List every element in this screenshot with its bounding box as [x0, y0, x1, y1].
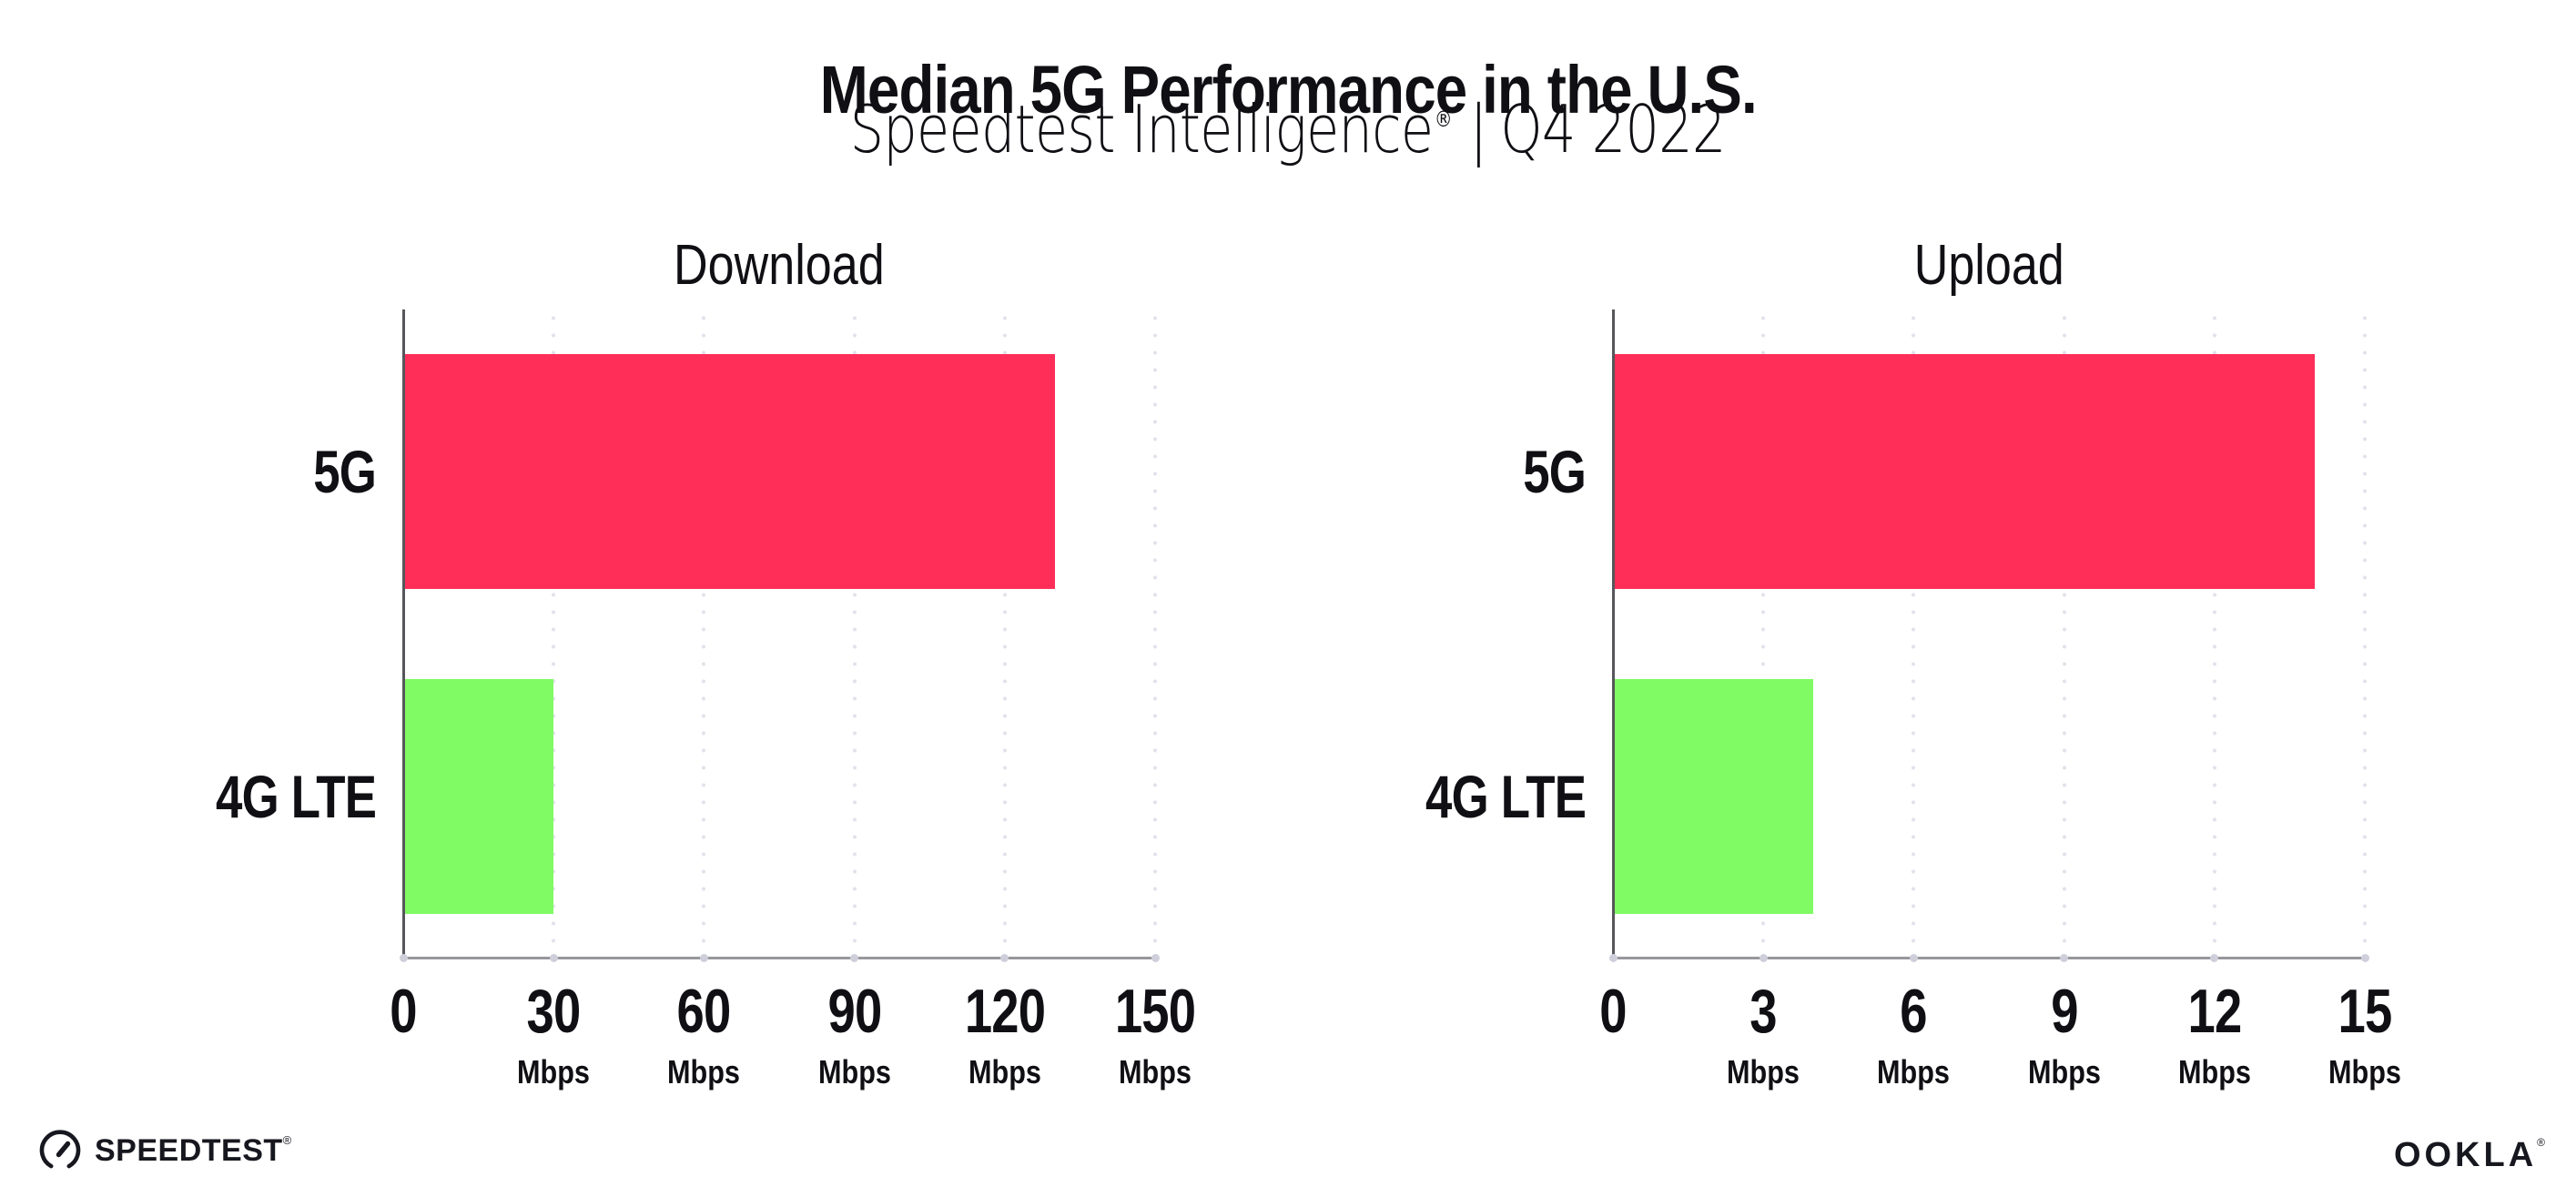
- registered-mark-icon: ®: [1435, 107, 1453, 132]
- gridline: [2062, 309, 2066, 959]
- x-tick-value: 6: [1900, 977, 1928, 1046]
- x-tick-value: 0: [390, 977, 417, 1046]
- x-tick-label: 60 Mbps: [661, 980, 746, 1091]
- x-tick-value: 150: [1114, 977, 1196, 1046]
- x-tick-unit: Mbps: [817, 1053, 891, 1090]
- subtitle-separator: |: [1469, 91, 1488, 167]
- x-tick-label: 30 Mbps: [511, 980, 596, 1091]
- upload-chart-plot: [1608, 309, 2369, 962]
- x-tick-value: 90: [827, 977, 882, 1046]
- subtitle-brand: Speedtest Intelligence: [849, 91, 1434, 167]
- gridline: [1761, 309, 1766, 959]
- x-tick-unit: Mbps: [667, 1053, 741, 1090]
- upload-chart-title: Upload: [1913, 234, 2064, 297]
- x-axis-line: [402, 957, 1158, 959]
- speedtest-gauge-icon: [38, 1129, 82, 1172]
- speedtest-wordmark: SPEEDTEST: [95, 1132, 283, 1168]
- y-axis-line: [402, 309, 405, 959]
- x-axis-line: [1612, 957, 2368, 959]
- x-tick-label: 12 Mbps: [2172, 980, 2257, 1091]
- x-tick-unit: Mbps: [1727, 1053, 1800, 1090]
- ookla-logo: OOKLA®: [2394, 1136, 2545, 1175]
- bar-4g-lte: [403, 678, 554, 914]
- gridline: [552, 309, 556, 959]
- axis-tick-dot: [2360, 954, 2369, 962]
- category-label-4g-lte: 4G LTE: [1425, 762, 1587, 830]
- x-tick-label: 9 Mbps: [2022, 980, 2107, 1091]
- axis-tick-dot: [850, 954, 859, 962]
- x-tick-label: 0: [1597, 980, 1630, 1042]
- x-tick-unit: Mbps: [1119, 1053, 1192, 1090]
- bar-5g: [403, 354, 1055, 590]
- x-tick-value: 15: [2338, 977, 2393, 1046]
- download-chart-plot: [399, 309, 1160, 962]
- axis-tick-dot: [399, 954, 408, 962]
- category-label-5g: 5G: [313, 438, 377, 506]
- x-tick-unit: Mbps: [2177, 1053, 2251, 1090]
- speedtest-logo: SPEEDTEST®: [38, 1129, 292, 1172]
- gridline: [852, 309, 857, 959]
- axis-tick-dot: [1608, 954, 1618, 962]
- axis-tick-dot: [2060, 954, 2069, 962]
- x-tick-label: 150 Mbps: [1105, 980, 1205, 1091]
- x-tick-value: 30: [526, 977, 582, 1046]
- x-tick-unit: Mbps: [1877, 1053, 1951, 1090]
- x-tick-value: 0: [1599, 977, 1627, 1046]
- axis-tick-dot: [2210, 954, 2219, 962]
- gridline: [2212, 309, 2216, 959]
- gridline: [702, 309, 706, 959]
- page-title-text: Median 5G Performance in the U.S.: [819, 51, 1757, 127]
- gridline: [1912, 309, 1916, 959]
- download-chart-title: Download: [674, 234, 885, 297]
- x-tick-value: 12: [2187, 977, 2242, 1046]
- x-tick-value: 120: [964, 977, 1046, 1046]
- x-tick-label: 0: [387, 980, 421, 1042]
- subtitle-period: Q4 2022: [1500, 91, 1727, 167]
- speedtest-registered-icon: ®: [282, 1132, 292, 1147]
- gridline: [1002, 309, 1007, 959]
- gridline: [1153, 309, 1157, 959]
- ookla-wordmark: OOKLA: [2393, 1136, 2538, 1174]
- category-label-5g: 5G: [1523, 438, 1587, 506]
- page-subtitle: Speedtest Intelligence® | Q4 2022: [0, 87, 2576, 173]
- x-tick-value: 9: [2050, 977, 2078, 1046]
- x-tick-unit: Mbps: [517, 1053, 591, 1090]
- x-tick-label: 6 Mbps: [1871, 980, 1956, 1091]
- x-tick-value: 60: [676, 977, 732, 1046]
- axis-tick-dot: [1759, 954, 1768, 962]
- axis-tick-dot: [1909, 954, 1918, 962]
- axis-tick-dot: [1151, 954, 1160, 962]
- ookla-registered-icon: ®: [2537, 1136, 2545, 1149]
- x-tick-unit: Mbps: [2328, 1053, 2401, 1090]
- x-tick-label: 3 Mbps: [1720, 980, 1806, 1091]
- x-tick-label: 90 Mbps: [812, 980, 898, 1091]
- y-axis-line: [1612, 309, 1615, 959]
- x-tick-unit: Mbps: [968, 1053, 1041, 1090]
- axis-tick-dot: [549, 954, 558, 962]
- x-tick-label: 120 Mbps: [955, 980, 1055, 1091]
- category-label-4g-lte: 4G LTE: [215, 762, 377, 830]
- axis-tick-dot: [1000, 954, 1009, 962]
- x-tick-label: 15 Mbps: [2322, 980, 2408, 1091]
- page-title: Median 5G Performance in the U.S.: [0, 51, 2576, 128]
- bar-5g: [1613, 354, 2315, 590]
- bar-4g-lte: [1613, 678, 1814, 914]
- axis-tick-dot: [699, 954, 708, 962]
- x-tick-unit: Mbps: [2027, 1053, 2101, 1090]
- gridline: [2363, 309, 2367, 959]
- x-tick-value: 3: [1749, 977, 1777, 1046]
